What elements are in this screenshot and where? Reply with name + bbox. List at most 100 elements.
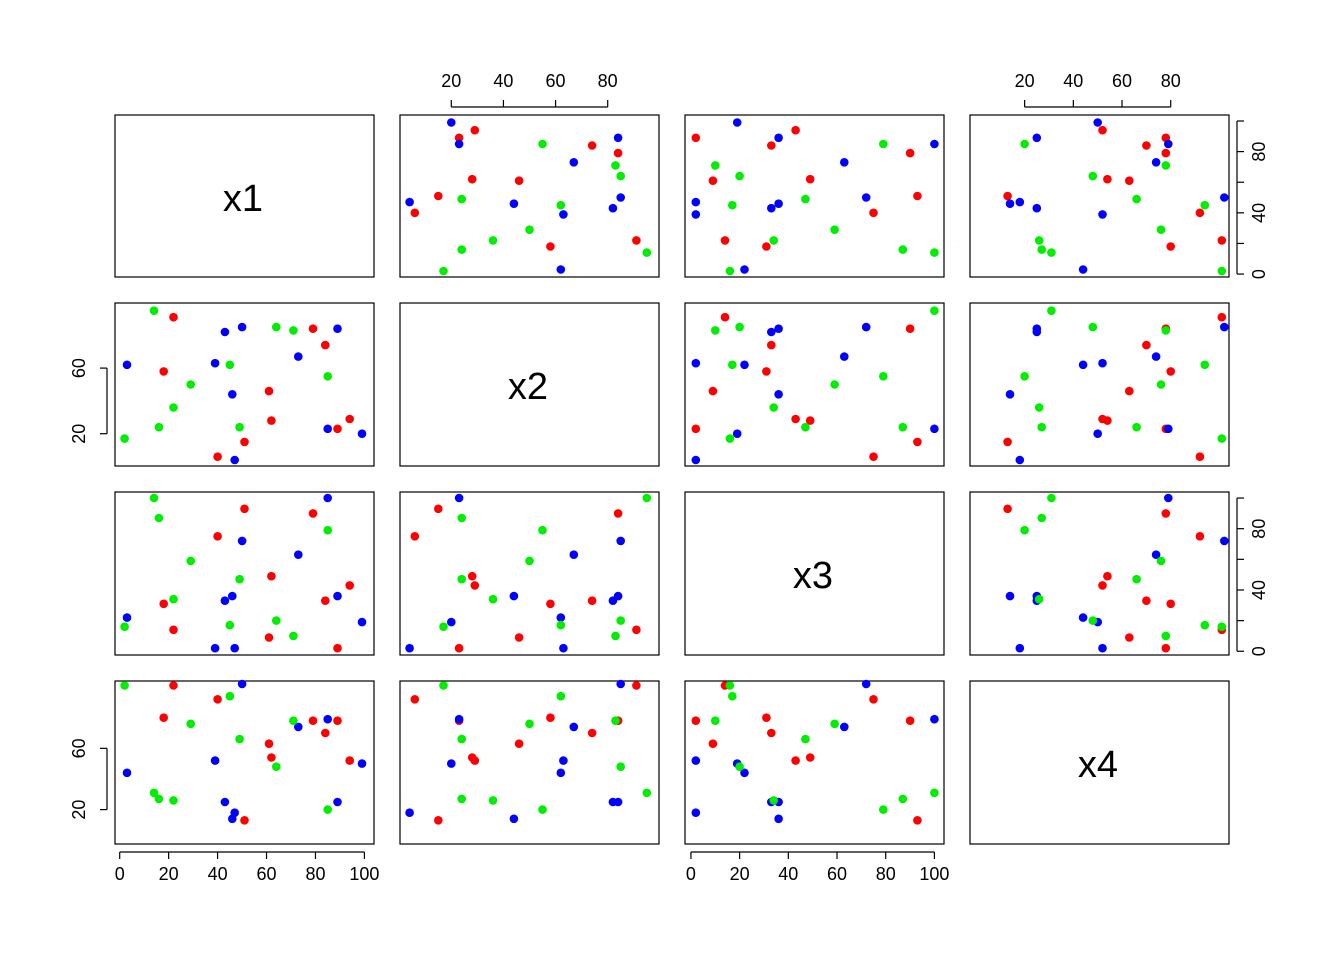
point-red-8-x2-vs-x4 [1217, 312, 1227, 322]
point-red-2-x4-vs-x2 [434, 816, 443, 825]
point-green-24-x3-vs-x1 [169, 594, 178, 604]
tick-label-x1-right-40: 40 [1249, 203, 1269, 223]
point-blue-15-x1-vs-x2 [569, 158, 579, 167]
point-green-24-x2-vs-x1 [169, 403, 178, 412]
point-green-29-x2-vs-x3 [711, 326, 720, 335]
point-green-28-x2-vs-x1 [272, 322, 281, 332]
point-red-7-x3-vs-x1 [345, 581, 355, 590]
point-blue-18-x2-vs-x1 [333, 324, 342, 334]
point-green-29-x1-vs-x4 [1161, 161, 1171, 170]
point-green-26-x1-vs-x2 [457, 194, 467, 204]
point-blue-14-x4-vs-x2 [447, 759, 456, 768]
point-blue-19-x4-vs-x2 [454, 714, 464, 724]
panel-x4-vs-x4 [969, 680, 1230, 845]
point-blue-19-x3-vs-x4 [1164, 493, 1173, 503]
point-green-26-x2-vs-x1 [235, 422, 244, 432]
point-green-23-x4-vs-x1 [149, 788, 159, 798]
variable-label-x4: x4 [1078, 744, 1118, 786]
tick-label-x3-100: 100 [919, 864, 949, 884]
point-red-10-x1-vs-x3 [767, 141, 776, 150]
point-green-25-x4-vs-x1 [186, 719, 195, 729]
point-blue-16-x1-vs-x3 [774, 199, 783, 208]
point-blue-20-x2-vs-x1 [210, 358, 220, 368]
tick-label-x1-20: 20 [159, 864, 179, 884]
point-green-27-x2-vs-x4 [1200, 360, 1210, 370]
point-blue-18-x1-vs-x2 [613, 133, 623, 143]
point-green-29-x4-vs-x3 [711, 716, 720, 725]
point-blue-15-x3-vs-x2 [569, 550, 579, 559]
point-red-10-x3-vs-x1 [321, 596, 330, 605]
point-red-3-x3-vs-x2 [514, 633, 524, 642]
point-green-29-x3-vs-x4 [1161, 631, 1171, 641]
point-blue-16-x3-vs-x4 [1005, 591, 1015, 601]
point-blue-20-x1-vs-x4 [1098, 210, 1107, 219]
point-blue-11-x1-vs-x4 [1015, 197, 1025, 207]
point-red-3-x1-vs-x4 [1125, 176, 1134, 185]
point-blue-17-x1-vs-x2 [608, 203, 618, 213]
point-green-21-x2-vs-x3 [725, 434, 735, 443]
point-red-7-x3-vs-x2 [470, 581, 480, 590]
point-red-7-x1-vs-x3 [791, 125, 800, 135]
point-green-24-x3-vs-x4 [1034, 594, 1044, 604]
point-blue-14-x1-vs-x2 [447, 118, 456, 127]
point-red-10-x4-vs-x3 [767, 728, 776, 738]
point-green-28-x3-vs-x1 [272, 616, 281, 625]
point-blue-16-x1-vs-x2 [509, 199, 519, 208]
point-green-26-x2-vs-x3 [801, 422, 810, 432]
point-red-10-x3-vs-x2 [587, 596, 597, 605]
point-green-26-x4-vs-x2 [457, 734, 467, 744]
point-green-21-x2-vs-x4 [1217, 434, 1227, 443]
point-red-4-x3-vs-x2 [454, 643, 464, 653]
point-blue-11-x3-vs-x4 [1015, 643, 1025, 653]
point-blue-17-x1-vs-x4 [1032, 203, 1042, 213]
point-red-7-x4-vs-x3 [791, 756, 800, 765]
point-green-30-x4-vs-x1 [323, 805, 333, 814]
tick-label-x3-60: 60 [827, 864, 847, 884]
point-blue-11-x2-vs-x3 [691, 455, 701, 465]
point-green-24-x1-vs-x4 [1034, 236, 1044, 245]
point-green-30-x1-vs-x3 [879, 139, 888, 149]
point-blue-20-x4-vs-x3 [691, 756, 701, 765]
point-blue-11-x2-vs-x4 [1015, 455, 1025, 465]
point-red-10-x4-vs-x1 [321, 728, 330, 738]
point-green-30-x4-vs-x2 [538, 805, 547, 814]
point-blue-15-x1-vs-x3 [840, 158, 849, 167]
panel-x1-vs-x2 [399, 114, 660, 278]
point-red-2-x2-vs-x4 [1003, 437, 1012, 447]
point-red-5-x2-vs-x3 [805, 416, 815, 425]
tick-label-x2-60: 60 [546, 71, 566, 91]
point-red-3-x4-vs-x2 [514, 739, 524, 748]
point-blue-11-x3-vs-x1 [230, 643, 239, 653]
point-green-21-x3-vs-x2 [439, 622, 448, 631]
panel-x2-vs-x2 [399, 302, 660, 467]
point-red-5-x4-vs-x3 [805, 753, 815, 762]
tick-label-x4-60: 60 [1112, 71, 1132, 91]
point-blue-19-x4-vs-x1 [323, 714, 333, 724]
point-red-3-x2-vs-x1 [264, 386, 274, 396]
point-green-28-x4-vs-x2 [616, 762, 625, 771]
point-blue-20-x4-vs-x2 [559, 756, 568, 765]
point-blue-13-x2-vs-x4 [1078, 360, 1088, 370]
point-red-3-x4-vs-x1 [264, 739, 274, 748]
tick-label-x4-left-60: 60 [69, 738, 89, 758]
point-red-2-x4-vs-x3 [913, 816, 922, 825]
point-red-2-x3-vs-x2 [434, 504, 443, 514]
point-blue-17-x2-vs-x3 [767, 327, 776, 337]
point-red-5-x4-vs-x1 [267, 753, 276, 762]
point-green-24-x4-vs-x2 [488, 796, 498, 805]
point-green-25-x2-vs-x4 [1156, 380, 1166, 389]
point-green-30-x3-vs-x1 [323, 525, 333, 535]
point-blue-13-x2-vs-x1 [122, 360, 132, 370]
point-red-9-x2-vs-x4 [1166, 367, 1175, 376]
point-red-4-x1-vs-x2 [454, 133, 464, 143]
tick-label-x3-20: 20 [730, 864, 750, 884]
point-green-25-x2-vs-x1 [186, 380, 195, 389]
tick-label-x4-20: 20 [1015, 71, 1035, 91]
point-green-29-x4-vs-x1 [289, 716, 298, 725]
point-red-9-x4-vs-x3 [762, 713, 771, 722]
point-green-23-x2-vs-x1 [149, 306, 159, 316]
point-blue-13-x1-vs-x2 [556, 265, 566, 274]
point-red-9-x1-vs-x4 [1166, 242, 1175, 251]
point-red-10-x2-vs-x1 [321, 340, 330, 350]
